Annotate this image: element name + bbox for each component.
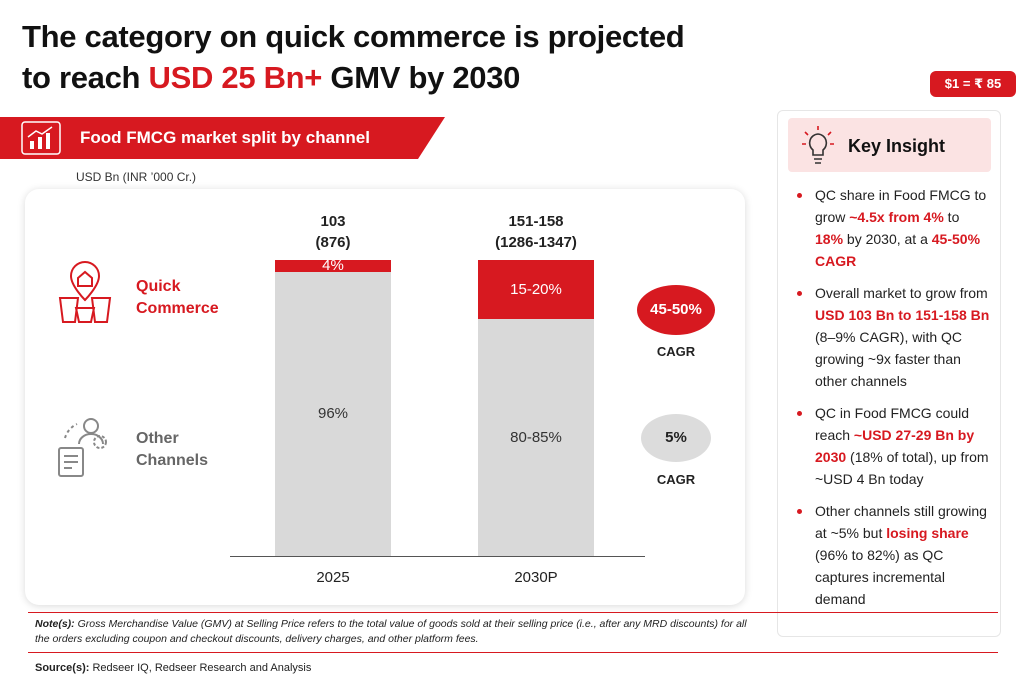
text: (96% to 82%) as QC captures incremental … (815, 547, 945, 607)
text: to (943, 209, 960, 225)
text: GMV by 2030 (322, 60, 521, 95)
text: by 2030, at a (843, 231, 932, 247)
text: to reach (22, 60, 149, 95)
segment-label: 4% (322, 256, 344, 274)
divider (28, 652, 998, 653)
text: (18% of total), up from ~USD 4 Bn today (815, 449, 989, 487)
text: QC in Food FMCG could reach (815, 405, 970, 443)
insight-title: Key Insight (848, 136, 946, 156)
highlight: 45-50% CAGR (815, 231, 981, 269)
divider (28, 612, 998, 613)
insight-panel (777, 110, 1001, 637)
bar-segment (275, 260, 391, 272)
insight-list: QC share in Food FMCG to grow ~4.5x from… (795, 184, 990, 620)
highlight: USD 103 Bn to 151-158 Bn (815, 307, 990, 323)
bullet: Overall market to grow from USD 103 Bn t… (795, 282, 990, 392)
insight-header (788, 118, 991, 172)
text: (8–9% CAGR), with QC growing ~9x faster … (815, 329, 963, 389)
highlight: USD 25 Bn+ (148, 60, 323, 95)
category-label: 2025 (316, 569, 350, 586)
highlight: 18% (815, 231, 844, 247)
highlight: losing share (886, 525, 969, 541)
segment-label: 80-85% (510, 428, 562, 446)
legend-label: Quick Commerce (136, 278, 219, 317)
total-label: 151-158 (508, 213, 564, 230)
bulb-icon (802, 126, 834, 164)
cagr-label: CAGR (656, 472, 696, 487)
bullet: QC in Food FMCG could reach ~USD 27-29 B… (795, 402, 990, 490)
total-label: 103 (320, 213, 346, 230)
text: Other channels still growing at ~5% but (815, 503, 987, 541)
baseline (230, 556, 645, 557)
segment-label: 15-20% (510, 280, 562, 298)
text: Overall market to grow from (815, 285, 988, 301)
bar-segment (275, 271, 391, 556)
title: The category on quick commerce is projec… (22, 16, 685, 98)
source: Source(s): Redseer IQ, Redseer Research … (35, 662, 311, 674)
cagr-bubble: 45-50% (637, 285, 715, 335)
section-banner (0, 117, 445, 159)
note: Note(s): Gross Merchandise Value (GMV) a… (35, 617, 755, 647)
highlight: ~USD 27-29 Bn by 2030 (815, 427, 975, 465)
note-label: Note(s): (35, 618, 75, 630)
total-label: (876) (315, 234, 351, 251)
note-text: Gross Merchandise Value (GMV) at Selling… (35, 618, 747, 645)
cagr-label: CAGR (656, 344, 696, 359)
bullet: Other channels still growing at ~5% but … (795, 500, 990, 610)
legend-label: Other Channels (136, 430, 209, 469)
bar-segment (478, 260, 594, 320)
total-label: (1286-1347) (495, 234, 577, 251)
title-line: to reach USD 25 Bn+ GMV by 2030 (22, 57, 684, 98)
section-title: Food FMCG market split by channel (80, 128, 370, 147)
source-label: Source(s): (35, 662, 90, 674)
bullet: QC share in Food FMCG to grow ~4.5x from… (795, 184, 990, 272)
cagr-bubble: 5% (641, 414, 711, 462)
qc-icon (58, 260, 112, 323)
other-icon (58, 418, 107, 477)
title-line: The category on quick commerce is projec… (22, 16, 685, 57)
highlight: ~4.5x from 4% (849, 209, 944, 225)
text: The category on quick commerce is projec… (22, 19, 685, 54)
text: QC share in Food FMCG to grow (815, 187, 987, 225)
source-text: Redseer IQ, Redseer Research and Analysi… (92, 662, 312, 674)
bar-segment (478, 319, 594, 556)
unit-label: USD Bn (INR ’000 Cr.) (76, 170, 197, 184)
category-label: 2030P (514, 569, 558, 586)
segment-label: 96% (317, 404, 349, 422)
currency-badge: $1 = ₹ 85 (930, 71, 1016, 97)
